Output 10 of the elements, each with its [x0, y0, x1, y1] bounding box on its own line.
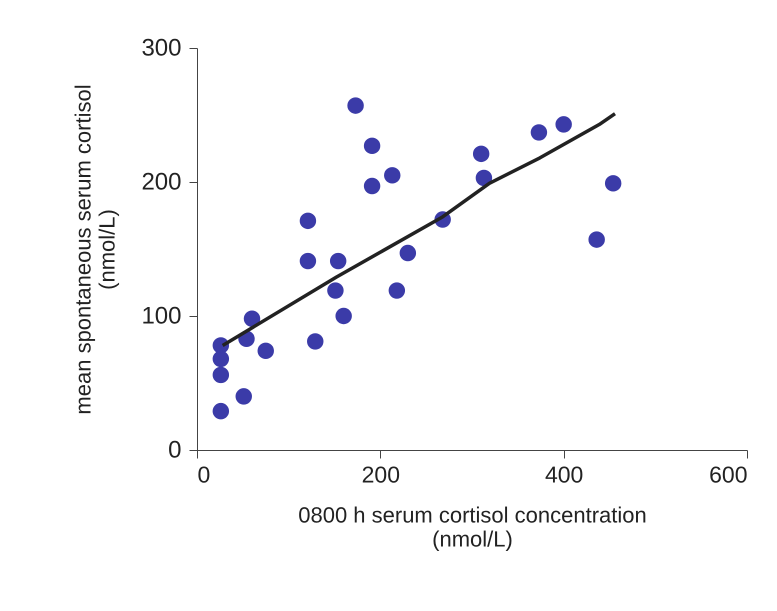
y-tick-label: 100	[141, 302, 182, 330]
x-axis-title: 0800 h serum cortisol concentration (nmol/L)	[298, 502, 647, 552]
y-tick-label: 0	[168, 436, 182, 464]
x-tick-label: 600	[709, 462, 748, 488]
x-tick-label: 400	[544, 462, 584, 488]
x-tick-label: 0	[198, 462, 210, 488]
y-axis-title: mean spontaneous serum cortisol (nmol/L)	[70, 84, 120, 415]
y-tick-label: 200	[141, 168, 182, 196]
x-tick-label: 200	[362, 462, 400, 488]
y-tick-label: 300	[141, 34, 182, 62]
